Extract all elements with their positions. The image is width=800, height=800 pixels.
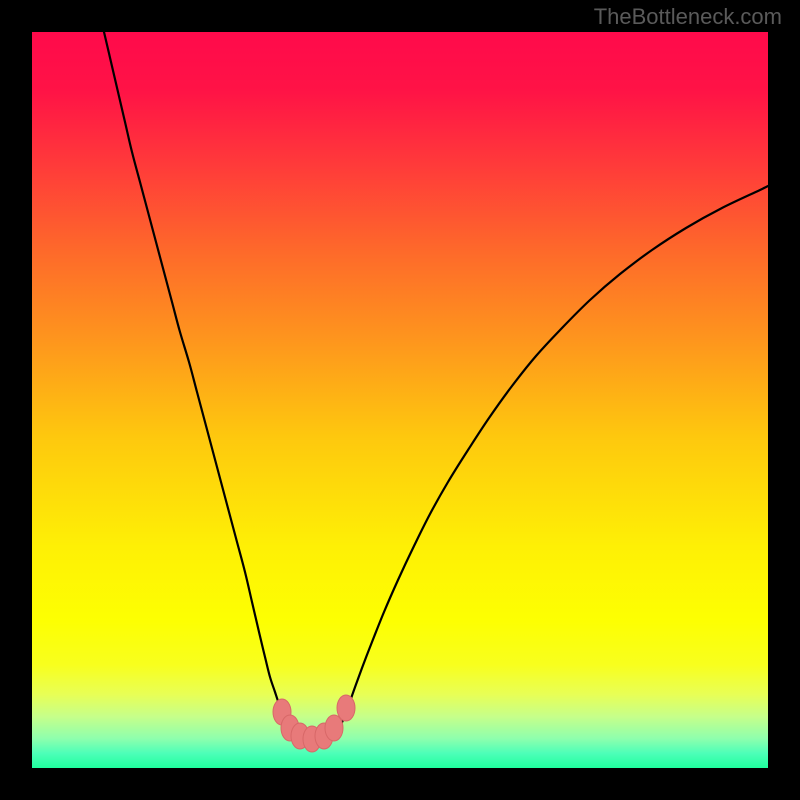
bottleneck-chart <box>32 32 768 768</box>
trough-marker <box>325 715 343 741</box>
chart-svg <box>32 32 768 768</box>
watermark-text: TheBottleneck.com <box>594 4 782 30</box>
trough-marker <box>337 695 355 721</box>
chart-background <box>32 32 768 768</box>
